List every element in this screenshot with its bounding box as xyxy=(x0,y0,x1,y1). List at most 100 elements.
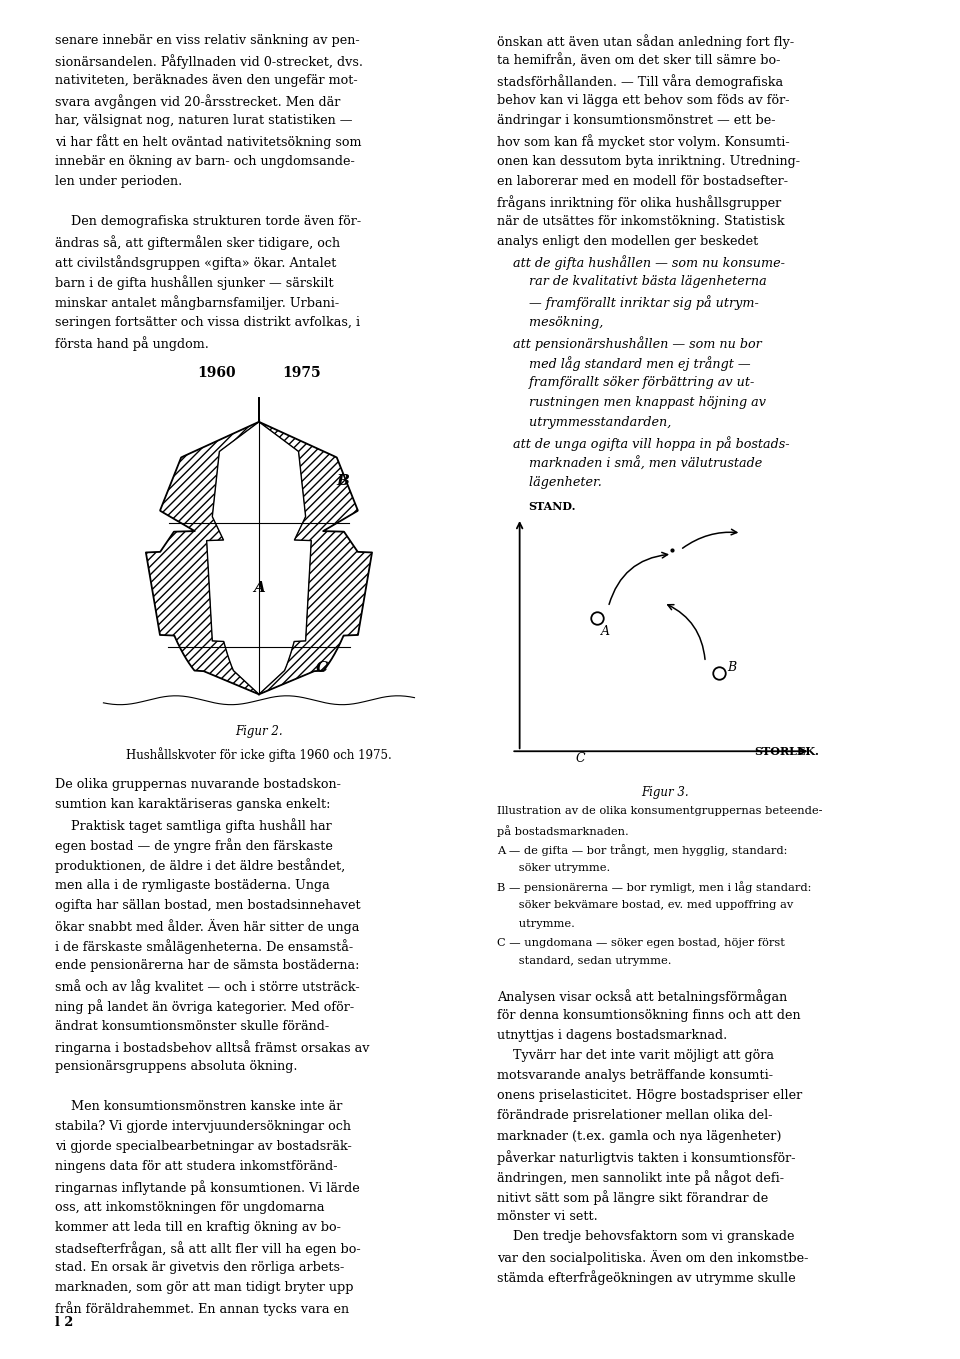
Text: hov som kan få mycket stor volym. Konsumti-: hov som kan få mycket stor volym. Konsum… xyxy=(497,135,789,149)
Text: nitivt sätt som på längre sikt förandrar de: nitivt sätt som på längre sikt förandrar… xyxy=(497,1190,768,1205)
Text: frågans inriktning för olika hushållsgrupper: frågans inriktning för olika hushållsgru… xyxy=(497,194,781,209)
Text: nativiteten, beräknades även den ungefär mot-: nativiteten, beräknades även den ungefär… xyxy=(55,75,357,87)
Text: från föräldrahemmet. En annan tycks vara en: från föräldrahemmet. En annan tycks vara… xyxy=(55,1301,348,1316)
Text: C: C xyxy=(575,752,585,765)
Text: när de utsättes för inkomstökning. Statistisk: när de utsättes för inkomstökning. Stati… xyxy=(497,215,784,228)
Text: Figur 3.: Figur 3. xyxy=(641,786,689,799)
Text: Analysen visar också att betalningsförmågan: Analysen visar också att betalningsförmå… xyxy=(497,989,787,1004)
Text: A: A xyxy=(253,580,265,595)
Text: ändringar i konsumtionsmönstret — ett be-: ändringar i konsumtionsmönstret — ett be… xyxy=(497,114,776,128)
Text: A: A xyxy=(601,625,611,637)
Text: Praktisk taget samtliga gifta hushåll har: Praktisk taget samtliga gifta hushåll ha… xyxy=(55,818,331,833)
Text: rustningen men knappast höjning av: rustningen men knappast höjning av xyxy=(497,395,766,409)
Text: har, välsignat nog, naturen lurat statistiken —: har, välsignat nog, naturen lurat statis… xyxy=(55,114,352,128)
Text: Hushållskvoter för icke gifta 1960 och 1975.: Hushållskvoter för icke gifta 1960 och 1… xyxy=(126,747,392,762)
Text: marknader (t.ex. gamla och nya lägenheter): marknader (t.ex. gamla och nya lägenhete… xyxy=(497,1129,781,1143)
Text: Tyvärr har det inte varit möjligt att göra: Tyvärr har det inte varit möjligt att gö… xyxy=(497,1049,774,1063)
Text: — framförallt inriktar sig på utrym-: — framförallt inriktar sig på utrym- xyxy=(497,295,758,310)
Text: produktionen, de äldre i det äldre beståndet,: produktionen, de äldre i det äldre bestå… xyxy=(55,859,345,874)
Text: mönster vi sett.: mönster vi sett. xyxy=(497,1210,597,1223)
Text: motsvarande analys beträffande konsumti-: motsvarande analys beträffande konsumti- xyxy=(497,1070,773,1082)
Text: STORLEK.: STORLEK. xyxy=(754,746,819,757)
Text: en laborerar med en modell för bostadsefter-: en laborerar med en modell för bostadsef… xyxy=(497,175,788,188)
Text: STAND.: STAND. xyxy=(528,500,575,512)
Text: innebär en ökning av barn- och ungdomsande-: innebär en ökning av barn- och ungdomsan… xyxy=(55,155,354,167)
Text: ringarna i bostadsbehov alltså främst orsakas av: ringarna i bostadsbehov alltså främst or… xyxy=(55,1040,370,1055)
Text: förändrade prisrelationer mellan olika del-: förändrade prisrelationer mellan olika d… xyxy=(497,1109,772,1123)
Text: B: B xyxy=(337,474,349,488)
Text: mesökning,: mesökning, xyxy=(497,315,603,329)
Text: analys enligt den modellen ger beskedet: analys enligt den modellen ger beskedet xyxy=(497,235,758,249)
Text: B — pensionärerna — bor rymligt, men i låg standard:: B — pensionärerna — bor rymligt, men i l… xyxy=(497,882,811,893)
Text: ta hemifrån, även om det sker till sämre bo-: ta hemifrån, även om det sker till sämre… xyxy=(497,54,780,68)
Text: seringen fortsätter och vissa distrikt avfolkas, i: seringen fortsätter och vissa distrikt a… xyxy=(55,315,360,329)
Text: vi har fått en helt oväntad nativitetsökning som: vi har fått en helt oväntad nativitetsök… xyxy=(55,135,361,149)
Text: Men konsumtionsmönstren kanske inte är: Men konsumtionsmönstren kanske inte är xyxy=(55,1099,342,1113)
Text: rar de kvalitativt bästa lägenheterna: rar de kvalitativt bästa lägenheterna xyxy=(497,276,766,288)
Text: marknaden, som gör att man tidigt bryter upp: marknaden, som gör att man tidigt bryter… xyxy=(55,1282,353,1294)
Text: Den demografiska strukturen torde även för-: Den demografiska strukturen torde även f… xyxy=(55,215,361,228)
Text: stadsförhållanden. — Till våra demografiska: stadsförhållanden. — Till våra demografi… xyxy=(497,75,783,90)
Text: men alla i de rymligaste bostäderna. Unga: men alla i de rymligaste bostäderna. Ung… xyxy=(55,879,329,892)
Text: l 2: l 2 xyxy=(55,1316,73,1329)
Text: önskan att även utan sådan anledning fort fly-: önskan att även utan sådan anledning for… xyxy=(497,34,794,49)
Text: behov kan vi lägga ett behov som föds av för-: behov kan vi lägga ett behov som föds av… xyxy=(497,94,789,107)
Text: onens priselasticitet. Högre bostadspriser eller: onens priselasticitet. Högre bostadspris… xyxy=(497,1090,802,1102)
Text: oss, att inkomstökningen för ungdomarna: oss, att inkomstökningen för ungdomarna xyxy=(55,1200,324,1214)
Text: lägenheter.: lägenheter. xyxy=(497,477,602,489)
Text: utnyttjas i dagens bostadsmarknad.: utnyttjas i dagens bostadsmarknad. xyxy=(497,1029,727,1042)
Text: att civilståndsgruppen «gifta» ökar. Antalet: att civilståndsgruppen «gifta» ökar. Ant… xyxy=(55,255,336,270)
Text: 1975: 1975 xyxy=(282,367,321,381)
Text: minskar antalet mångbarnsfamiljer. Urbani-: minskar antalet mångbarnsfamiljer. Urban… xyxy=(55,295,339,310)
Text: Illustration av de olika konsumentgruppernas beteende-: Illustration av de olika konsumentgruppe… xyxy=(497,806,823,817)
Text: stad. En orsak är givetvis den rörliga arbets-: stad. En orsak är givetvis den rörliga a… xyxy=(55,1261,344,1273)
Text: len under perioden.: len under perioden. xyxy=(55,175,182,188)
Text: ringarnas inflytande på konsumtionen. Vi lärde: ringarnas inflytande på konsumtionen. Vi… xyxy=(55,1181,359,1196)
Text: ningens data för att studera inkomstföränd-: ningens data för att studera inkomstförä… xyxy=(55,1161,337,1173)
Text: med låg standard men ej trångt —: med låg standard men ej trångt — xyxy=(497,356,751,371)
Text: marknaden i små, men välutrustade: marknaden i små, men välutrustade xyxy=(497,457,762,470)
Text: senare innebär en viss relativ sänkning av pen-: senare innebär en viss relativ sänkning … xyxy=(55,34,359,48)
Text: påverkar naturligtvis takten i konsumtionsför-: påverkar naturligtvis takten i konsumtio… xyxy=(497,1150,795,1165)
Text: ende pensionärerna har de sämsta bostäderna:: ende pensionärerna har de sämsta bostäde… xyxy=(55,959,359,972)
Text: utrymmesstandarden,: utrymmesstandarden, xyxy=(497,416,671,429)
Text: söker bekvämare bostad, ev. med uppoffring av: söker bekvämare bostad, ev. med uppoffri… xyxy=(497,900,793,911)
Text: barn i de gifta hushållen sjunker — särskilt: barn i de gifta hushållen sjunker — särs… xyxy=(55,276,333,291)
Text: stadsefterfrågan, så att allt fler vill ha egen bo-: stadsefterfrågan, så att allt fler vill … xyxy=(55,1241,360,1256)
Text: svara avgången vid 20-årsstrecket. Men där: svara avgången vid 20-årsstrecket. Men d… xyxy=(55,94,340,109)
Text: C — ungdomana — söker egen bostad, höjer först: C — ungdomana — söker egen bostad, höjer… xyxy=(497,938,784,947)
Text: ändringen, men sannolikt inte på något defi-: ändringen, men sannolikt inte på något d… xyxy=(497,1170,783,1185)
Text: stabila? Vi gjorde intervjuundersökningar och: stabila? Vi gjorde intervjuundersökninga… xyxy=(55,1120,350,1133)
Text: ogifta har sällan bostad, men bostadsinnehavet: ogifta har sällan bostad, men bostadsinn… xyxy=(55,898,360,912)
Text: B: B xyxy=(728,660,736,674)
Text: ökar snabbt med ålder. Även här sitter de unga: ökar snabbt med ålder. Även här sitter d… xyxy=(55,919,359,934)
Text: ning på landet än övriga kategorier. Med oför-: ning på landet än övriga kategorier. Med… xyxy=(55,999,354,1014)
Text: små och av låg kvalitet — och i större utsträck-: små och av låg kvalitet — och i större u… xyxy=(55,980,359,995)
Text: sionärsandelen. Påfyllnaden vid 0-strecket, dvs.: sionärsandelen. Påfyllnaden vid 0-streck… xyxy=(55,54,363,69)
Text: stämda efterfrågeökningen av utrymme skulle: stämda efterfrågeökningen av utrymme sku… xyxy=(497,1271,796,1286)
Text: söker utrymme.: söker utrymme. xyxy=(497,863,610,872)
Text: A — de gifta — bor trångt, men hygglig, standard:: A — de gifta — bor trångt, men hygglig, … xyxy=(497,844,787,856)
Text: att pensionärshushållen — som nu bor: att pensionärshushållen — som nu bor xyxy=(497,336,761,351)
Text: Den tredje behovsfaktorn som vi granskade: Den tredje behovsfaktorn som vi granskad… xyxy=(497,1230,794,1243)
Text: De olika gruppernas nuvarande bostadskon-: De olika gruppernas nuvarande bostadskon… xyxy=(55,779,341,791)
Text: ändrat konsumtionsmönster skulle föränd-: ändrat konsumtionsmönster skulle föränd- xyxy=(55,1019,329,1033)
Text: framförallt söker förbättring av ut-: framförallt söker förbättring av ut- xyxy=(497,376,754,389)
Text: Figur 2.: Figur 2. xyxy=(235,726,283,738)
Text: för denna konsumtionsökning finns och att den: för denna konsumtionsökning finns och at… xyxy=(497,1008,801,1022)
Text: ändras så, att giftermålen sker tidigare, och: ändras så, att giftermålen sker tidigare… xyxy=(55,235,340,250)
Text: i de färskaste smålägenheterna. De ensamstå-: i de färskaste smålägenheterna. De ensam… xyxy=(55,939,353,954)
Text: egen bostad — de yngre från den färskaste: egen bostad — de yngre från den färskast… xyxy=(55,839,332,853)
Text: onen kan dessutom byta inriktning. Utredning-: onen kan dessutom byta inriktning. Utred… xyxy=(497,155,800,167)
Text: utrymme.: utrymme. xyxy=(497,919,575,930)
Text: standard, sedan utrymme.: standard, sedan utrymme. xyxy=(497,957,671,966)
Text: pensionärsgruppens absoluta ökning.: pensionärsgruppens absoluta ökning. xyxy=(55,1060,298,1072)
Text: första hand på ungdom.: första hand på ungdom. xyxy=(55,336,208,351)
Text: kommer att leda till en kraftig ökning av bo-: kommer att leda till en kraftig ökning a… xyxy=(55,1220,341,1234)
Text: 1960: 1960 xyxy=(197,367,236,381)
Text: C: C xyxy=(316,660,327,674)
Text: vi gjorde specialbearbetningar av bostadsräk-: vi gjorde specialbearbetningar av bostad… xyxy=(55,1140,351,1154)
Text: att de gifta hushållen — som nu konsume-: att de gifta hushållen — som nu konsume- xyxy=(497,255,784,270)
Text: på bostadsmarknaden.: på bostadsmarknaden. xyxy=(497,825,629,837)
Text: sumtion kan karaktäriseras ganska enkelt:: sumtion kan karaktäriseras ganska enkelt… xyxy=(55,798,330,811)
